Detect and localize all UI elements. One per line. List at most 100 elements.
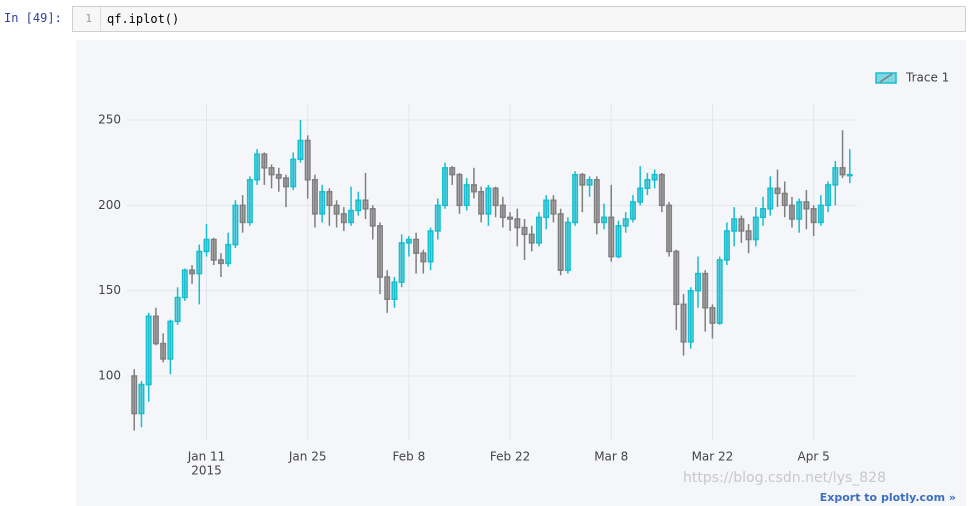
export-link[interactable]: Export to plotly.com » [820, 491, 956, 504]
candle-body [760, 208, 767, 219]
candle-body [413, 238, 420, 254]
candle-body [160, 342, 167, 360]
candle-body [644, 179, 651, 190]
candle-body [196, 250, 203, 275]
candle-body [803, 201, 810, 210]
candle-body [752, 216, 759, 241]
candle-body [788, 204, 795, 220]
candle-body [290, 158, 297, 188]
candle-body [846, 173, 853, 177]
candle-body [767, 187, 774, 210]
candle-body [839, 167, 846, 176]
y-tick-label: 150 [98, 283, 121, 297]
candle-body [246, 179, 253, 224]
candle-body [507, 216, 514, 220]
candle-body [492, 187, 499, 207]
candle-body [189, 269, 196, 275]
candle-body [543, 199, 550, 219]
candle-body [680, 303, 687, 343]
candle-body [254, 153, 261, 181]
candle-body [449, 167, 456, 176]
candle-body [593, 179, 600, 224]
candle-body [319, 190, 326, 215]
legend-label[interactable]: Trace 1 [905, 71, 949, 85]
candle-body [362, 199, 369, 210]
candle-body [796, 201, 803, 220]
candle-body [225, 243, 232, 265]
code-cell[interactable]: 1 qf.iplot() [72, 6, 966, 32]
candle-body [427, 230, 434, 263]
candle-body [311, 179, 318, 215]
candle-body [348, 209, 355, 224]
candle-body [608, 216, 615, 258]
candle-body [470, 184, 477, 193]
plot-background [76, 40, 966, 506]
candle-body [283, 177, 290, 188]
candle-body [687, 289, 694, 343]
candle-body [673, 250, 680, 306]
candle-body [405, 238, 412, 244]
line-number: 1 [73, 7, 101, 31]
candle-body [152, 315, 159, 345]
candle-body [550, 199, 557, 215]
candle-body [666, 204, 673, 253]
candle-body [528, 233, 535, 244]
candle-body [275, 173, 282, 179]
x-tick-label: Apr 5 [798, 450, 830, 464]
candle-body [586, 179, 593, 186]
cell-prompt: In [49]: [4, 11, 62, 25]
candle-body [420, 252, 427, 263]
candle-body [391, 281, 398, 300]
candle-body [131, 375, 138, 415]
candle-body [658, 173, 665, 207]
candle-body [579, 173, 586, 186]
candle-body [485, 187, 492, 215]
y-tick-label: 250 [98, 113, 121, 127]
candle-body [369, 208, 376, 227]
candle-body [181, 269, 188, 299]
candle-body [731, 218, 738, 232]
candle-body [217, 259, 224, 265]
candle-body [694, 272, 701, 292]
candle-body [268, 167, 275, 176]
candle-body [817, 204, 824, 224]
candle-body [499, 204, 506, 219]
candle-body [333, 204, 340, 215]
watermark: https://blog.csdn.net/lys_828 [683, 470, 886, 486]
candle-body [203, 238, 210, 253]
candle-body [781, 192, 788, 207]
code-text[interactable]: qf.iplot() [107, 12, 180, 26]
candle-body [716, 259, 723, 324]
candle-body [326, 190, 333, 207]
candle-body [340, 213, 347, 224]
candle-body [825, 184, 832, 207]
candle-body [478, 190, 485, 215]
x-tick-sublabel: 2015 [191, 464, 222, 478]
candle-body [832, 167, 839, 186]
candle-body [442, 167, 449, 207]
x-tick-label: Jan 25 [288, 450, 327, 464]
x-tick-label: Feb 8 [393, 450, 426, 464]
candle-body [521, 226, 528, 236]
candle-body [810, 208, 817, 224]
candle-body [138, 383, 145, 415]
candle-body [261, 153, 268, 169]
candle-body [535, 216, 542, 244]
candle-body [774, 187, 781, 195]
candle-body [210, 238, 217, 261]
x-tick-label: Feb 22 [490, 450, 530, 464]
x-tick-label: Mar 22 [692, 450, 734, 464]
candle-body [738, 218, 745, 232]
y-tick-label: 100 [98, 369, 121, 383]
plot-output: https://blog.csdn.net/lys_828 Export to … [76, 40, 966, 506]
candle-body [376, 225, 383, 278]
candle-body [601, 216, 608, 224]
candle-body [355, 199, 362, 212]
candle-body [709, 307, 716, 324]
candle-body [702, 272, 709, 309]
x-tick-label: Jan 11 [187, 450, 226, 464]
candle-body [615, 225, 622, 258]
candle-body [564, 221, 571, 271]
legend-item[interactable]: Trace 1 [875, 71, 949, 85]
